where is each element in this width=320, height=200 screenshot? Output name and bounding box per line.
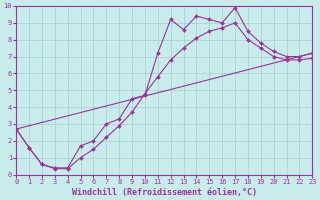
X-axis label: Windchill (Refroidissement éolien,°C): Windchill (Refroidissement éolien,°C) (72, 188, 257, 197)
